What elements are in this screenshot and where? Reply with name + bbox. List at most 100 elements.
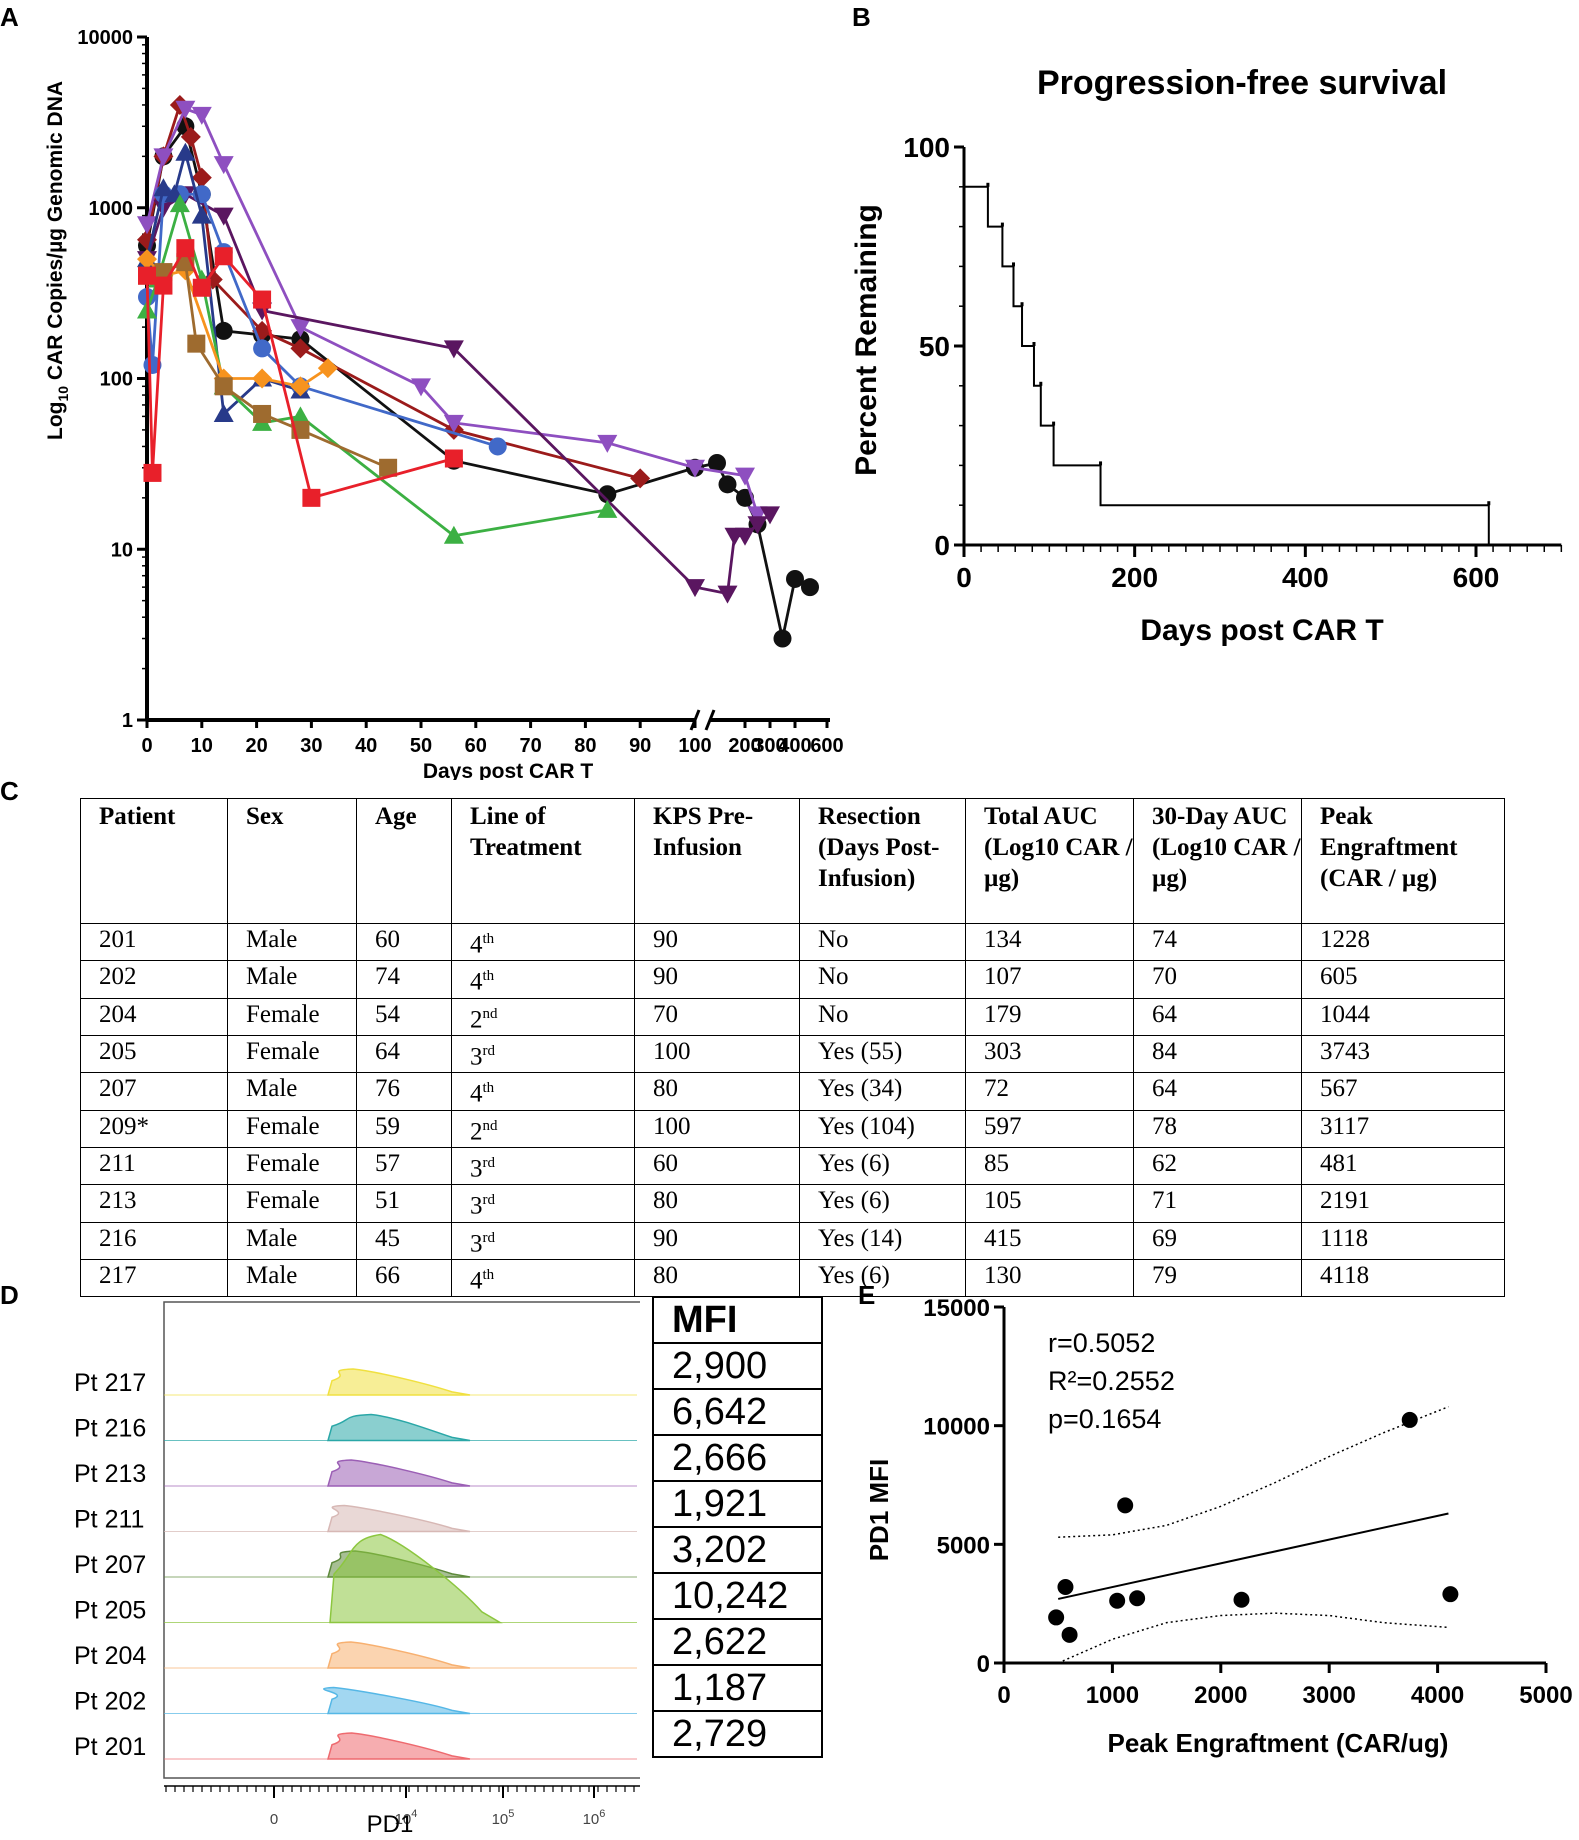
series-purple [137,100,768,525]
table-row: 209* Female 59 2nd 100 Yes (104) 597 78 3117 [80,1109,1505,1148]
line-suffix: nd [482,1117,498,1134]
col-kps: KPS Pre-Infusion [634,798,800,924]
cell-patient: 217 [80,1258,228,1298]
y-tick-label: 100 [100,369,133,391]
data-point [180,126,201,147]
x-tick-label: 1000 [1086,1682,1139,1709]
survival-curve [963,147,1490,545]
data-point [213,207,234,226]
data-point [443,340,464,359]
x-tick-label: 0 [270,1811,278,1828]
x-tick-label: 106 [583,1808,606,1828]
cell-line: 3rd [451,1221,635,1260]
line-suffix: th [482,931,495,947]
data-point [137,249,157,270]
data-point [154,276,173,295]
cell-sex: Male [227,1072,357,1111]
cell-total-auc: 85 [965,1146,1134,1186]
data-point [598,485,617,504]
chart-b-title: Progression-free survival [1037,64,1447,102]
y-tick-label: 10 [111,539,133,561]
data-point [786,569,804,588]
data-point [252,368,273,389]
data-point [597,434,618,453]
table-row: 205 Female 64 3rd 100 Yes (55) 303 84 3743 [80,1034,1505,1074]
cell-peak: 1228 [1301,922,1505,962]
table-header-row: Patient Sex Age Line of Treatment KPS Pr… [80,798,1505,924]
histogram-peak [323,1686,471,1715]
x-tick-label: 40 [355,735,377,757]
x-tick-label: 10 [191,735,213,757]
mfi-value: 1,187 [652,1664,823,1712]
stat-annotation: R²=0.2552 [1048,1366,1175,1396]
x-tick-label: 30 [300,735,322,757]
cell-patient: 202 [80,960,228,999]
cell-peak: 605 [1301,960,1505,999]
data-point [630,468,651,489]
cell-kps: 80 [634,1072,800,1111]
x-tick-label: 200 [1111,562,1158,593]
cell-resection: Yes (55) [799,1034,966,1074]
data-point [214,377,233,396]
data-point [153,148,174,167]
cell-patient: 207 [80,1072,228,1111]
series-line [145,123,811,639]
mfi-value: 2,622 [652,1618,823,1666]
cell-age: 51 [356,1184,452,1223]
mfi-row: 1,921 [652,1480,823,1528]
x-tick-label: 600 [810,735,843,757]
data-point [191,106,212,125]
data-point [176,239,195,258]
cell-sex: Female [227,997,357,1036]
series-line [145,106,759,515]
x-tick-label: 4000 [1411,1682,1464,1709]
data-point [253,339,272,358]
histogram-row-label: Pt 201 [74,1733,146,1761]
cell-sex: Female [227,1184,357,1223]
cell-patient: 209* [80,1109,228,1148]
histogram-peak [327,1368,471,1396]
cell-line: 4th [451,1072,635,1111]
data-point [187,334,206,353]
pfs-km-chart: Progression-free survival 0 50 100 0 200 400 6… [852,64,1563,647]
panel-label-d: D [0,1280,19,1310]
regression-line [1057,1512,1449,1600]
cell-kps: 60 [634,1146,800,1186]
x-tick-label: 200 [728,735,761,757]
table-row: 201 Male 60 4th 90 No 134 74 1228 [80,922,1505,962]
cell-age: 60 [356,922,452,962]
data-point [747,506,768,525]
data-point [252,320,273,341]
col-resection: Resection (Days Post-Infusion) [799,798,966,924]
cell-age: 54 [356,997,452,1036]
data-point [747,516,768,535]
cell-resection: Yes (104) [799,1109,966,1148]
col-line: Line of Treatment [451,798,635,924]
cell-line: 2nd [451,1109,635,1148]
cell-age: 74 [356,960,452,999]
cell-resection: Yes (6) [799,1146,966,1186]
data-point [379,458,398,477]
mfi-header: MFI [652,1296,823,1344]
line-suffix: th [482,1080,495,1097]
chart-a-xlabel: Days post CAR T [423,760,594,780]
data-point [175,100,196,119]
data-point [685,579,705,598]
line-number: 4 [470,1267,483,1295]
y-tick-label: 0 [934,530,950,561]
data-point [175,142,196,161]
cell-total-auc: 597 [965,1109,1134,1148]
cell-auc30: 78 [1133,1109,1302,1148]
data-point [773,629,792,648]
col-peak: Peak Engraftment (CAR / µg) [1301,798,1505,924]
mfi-row: 2,622 [652,1618,823,1666]
cell-patient: 211 [80,1146,228,1186]
data-point [213,403,234,422]
data-point [138,266,156,285]
table-row: 207 Male 76 4th 80 Yes (34) 72 64 567 [80,1072,1505,1111]
y-tick-label: 0 [977,1651,990,1678]
chart-b-ylabel: Percent Remaining [852,204,883,476]
table-row: 204 Female 54 2nd 70 No 179 64 1044 [80,997,1505,1036]
table-row: 202 Male 74 4th 90 No 107 70 605 [80,960,1505,999]
cell-resection: Yes (14) [799,1221,966,1260]
